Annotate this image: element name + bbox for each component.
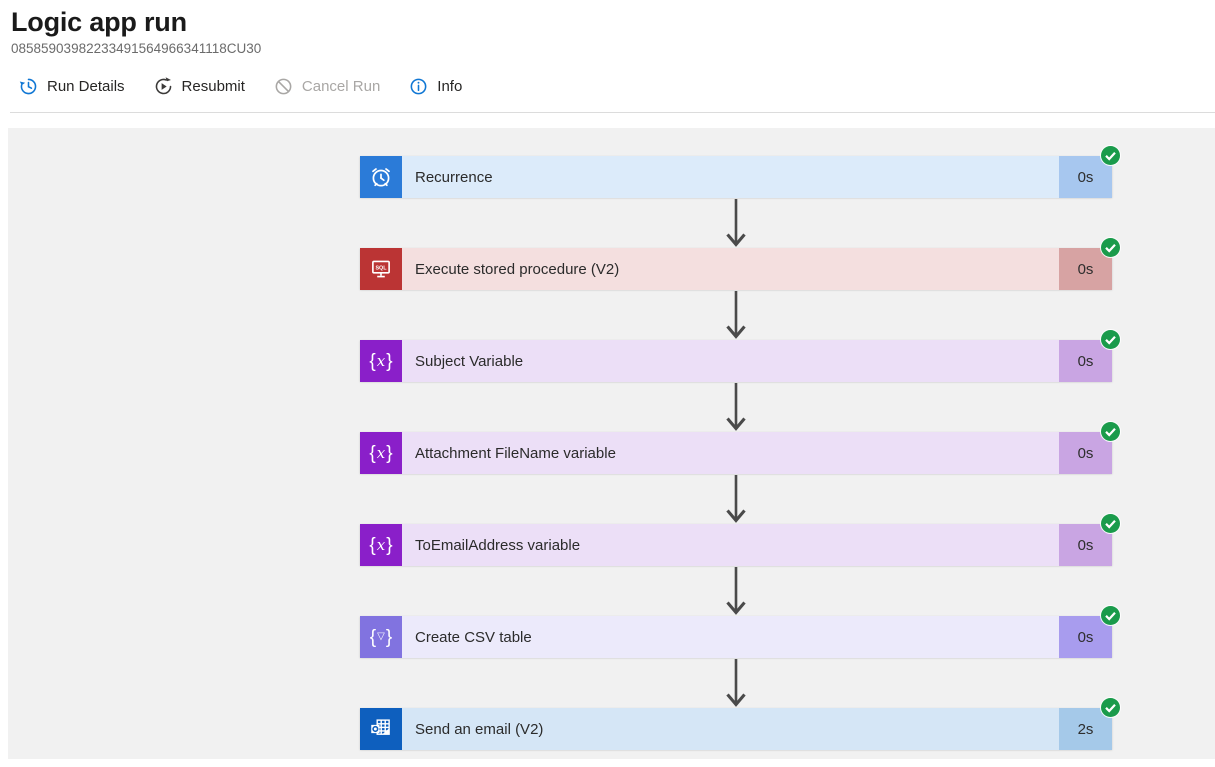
node-toemailaddress-variable[interactable]: {x} ToEmailAddress variable 0s <box>360 514 1120 566</box>
info-label: Info <box>437 77 463 95</box>
run-details-button[interactable]: Run Details <box>18 76 125 97</box>
status-succeeded-icon <box>1101 698 1120 717</box>
node-recurrence[interactable]: Recurrence 0s <box>360 146 1120 198</box>
toolbar-divider <box>10 112 1215 114</box>
status-succeeded-icon <box>1101 330 1120 349</box>
node-duration: 0s <box>1059 340 1112 382</box>
status-succeeded-icon <box>1101 606 1120 625</box>
info-button[interactable]: Info <box>408 76 462 97</box>
outlook-icon <box>360 708 402 750</box>
resubmit-icon <box>153 76 174 97</box>
page-header: Logic app run 08585903982233491564966341… <box>0 0 1215 56</box>
node-send-an-email[interactable]: Send an email (V2) 2s <box>360 698 1120 750</box>
command-toolbar: Run Details Resubmit Cancel Run <box>0 56 1215 102</box>
node-duration: 0s <box>1059 524 1112 566</box>
variable-icon: {x} <box>360 432 402 474</box>
status-succeeded-icon <box>1101 514 1120 533</box>
variable-icon: {x} <box>360 524 402 566</box>
status-succeeded-icon <box>1101 422 1120 441</box>
cancel-run-label: Cancel Run <box>301 77 381 95</box>
node-duration: 0s <box>1059 248 1112 290</box>
node-duration: 2s <box>1059 708 1112 750</box>
variable-icon: {x} <box>360 340 402 382</box>
status-succeeded-icon <box>1101 238 1120 257</box>
page-title: Logic app run <box>11 7 187 37</box>
sql-server-icon: SQL <box>360 248 402 290</box>
resubmit-label: Resubmit <box>181 77 245 95</box>
node-label: Send an email (V2) <box>402 708 1059 750</box>
cancel-run-button: Cancel Run <box>273 76 380 97</box>
svg-text:SQL: SQL <box>375 265 387 271</box>
connector-arrow-icon <box>723 566 749 616</box>
node-attachment-filename-variable[interactable]: {x} Attachment FileName variable 0s <box>360 422 1120 474</box>
node-create-csv-table[interactable]: {▽} Create CSV table 0s <box>360 606 1120 658</box>
node-label: Execute stored procedure (V2) <box>402 248 1059 290</box>
node-duration: 0s <box>1059 616 1112 658</box>
node-label: ToEmailAddress variable <box>402 524 1059 566</box>
cancel-icon <box>273 76 294 97</box>
node-duration: 0s <box>1059 156 1112 198</box>
node-label: Create CSV table <box>402 616 1059 658</box>
recurrence-clock-icon <box>360 156 402 198</box>
run-details-label: Run Details <box>47 77 125 95</box>
node-label: Attachment FileName variable <box>402 432 1059 474</box>
resubmit-button[interactable]: Resubmit <box>153 76 245 97</box>
node-label: Subject Variable <box>402 340 1059 382</box>
node-label: Recurrence <box>402 156 1059 198</box>
connector-arrow-icon <box>723 658 749 708</box>
node-duration: 0s <box>1059 432 1112 474</box>
info-icon <box>408 76 429 97</box>
history-icon <box>18 76 39 97</box>
node-execute-stored-procedure[interactable]: SQL Execute stored procedure (V2) 0s <box>360 238 1120 290</box>
connector-arrow-icon <box>723 290 749 340</box>
connector-arrow-icon <box>723 382 749 432</box>
connector-arrow-icon <box>723 198 749 248</box>
run-id: 08585903982233491564966341118CU30 <box>11 41 262 57</box>
node-subject-variable[interactable]: {x} Subject Variable 0s <box>360 330 1120 382</box>
connector-arrow-icon <box>723 474 749 524</box>
status-succeeded-icon <box>1101 146 1120 165</box>
workflow-canvas[interactable]: Recurrence 0s SQL Execute stored procedu… <box>8 128 1215 759</box>
data-operations-icon: {▽} <box>360 616 402 658</box>
